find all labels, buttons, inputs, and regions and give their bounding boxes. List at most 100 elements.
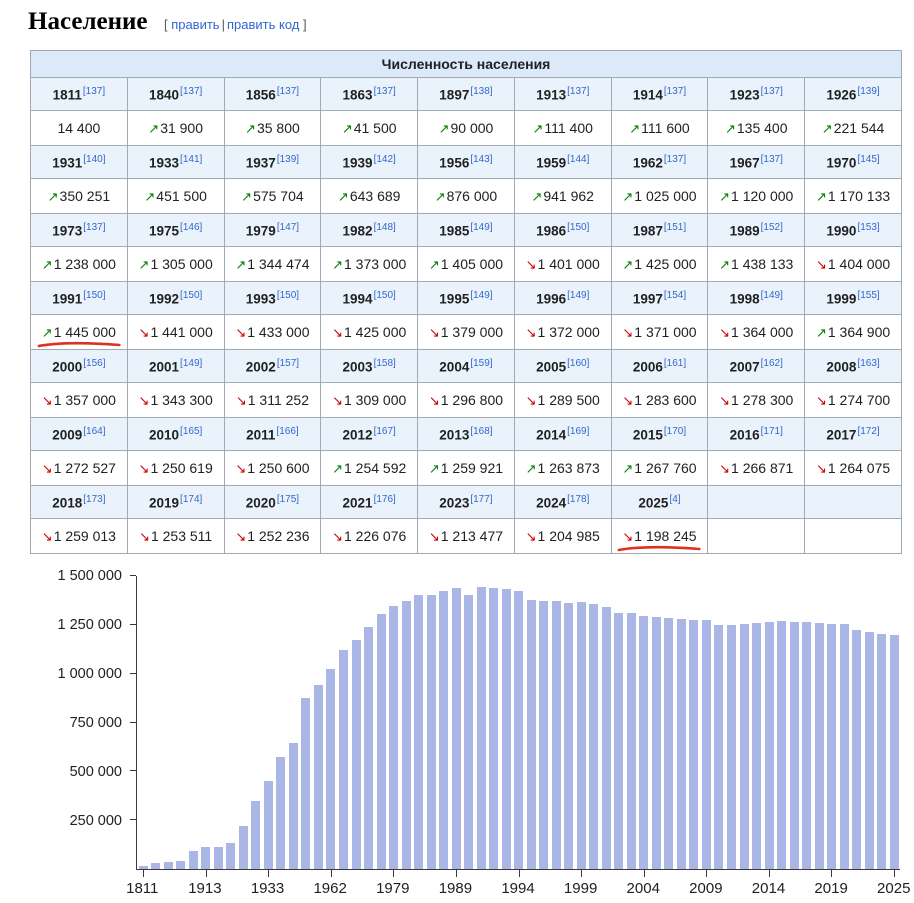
reference-link[interactable]: [156]: [83, 358, 106, 370]
reference-link[interactable]: [151]: [663, 222, 687, 234]
y-axis-label: 1 500 000: [57, 568, 122, 584]
increase-arrow-icon: ↗: [622, 188, 634, 204]
population-value: ↘1 309 000: [332, 391, 407, 408]
edit-link[interactable]: править: [171, 17, 220, 32]
value-cell: ↘1 252 236: [223, 518, 322, 554]
year-label: 1975: [149, 223, 180, 239]
reference-link[interactable]: [149]: [470, 222, 493, 234]
reference-link[interactable]: [137]: [567, 86, 590, 98]
reference-link[interactable]: [166]: [276, 426, 299, 438]
reference-link[interactable]: [138]: [470, 86, 493, 98]
reference-link[interactable]: [155]: [857, 290, 880, 302]
population-value: ↘1 343 300: [138, 391, 213, 408]
year-cell: 2013[168]: [417, 417, 515, 451]
reference-link[interactable]: [137]: [180, 86, 203, 98]
reference-link[interactable]: [173]: [83, 494, 106, 506]
year-cell: 1998[149]: [707, 281, 806, 315]
reference-link[interactable]: [154]: [663, 290, 687, 302]
x-axis-tick: [268, 870, 270, 877]
reference-link[interactable]: [149]: [567, 290, 590, 302]
decrease-arrow-icon: ↘: [138, 324, 150, 340]
bar-slot: [575, 576, 588, 869]
reference-link[interactable]: [149]: [180, 358, 203, 370]
reference-link[interactable]: [139]: [857, 86, 880, 98]
y-axis-label: 1 000 000: [57, 666, 122, 682]
reference-link[interactable]: [157]: [276, 358, 300, 370]
reference-link[interactable]: [137]: [663, 86, 687, 98]
reference-link[interactable]: [153]: [857, 222, 880, 234]
reference-link[interactable]: [137]: [663, 154, 687, 166]
reference-link[interactable]: [145]: [857, 154, 880, 166]
y-axis-tick: [130, 575, 136, 576]
reference-link[interactable]: [150]: [180, 290, 203, 302]
reference-link[interactable]: [150]: [373, 290, 396, 302]
year-row: 2000[156] 2001[149] 2002[157] 2003[158] 2004…: [30, 349, 902, 383]
reference-link[interactable]: [169]: [567, 426, 590, 438]
increase-arrow-icon: ↗: [719, 256, 731, 272]
population-bar-1939: [288, 743, 298, 869]
year-label: 2019: [149, 495, 180, 511]
value-cell: ↗1 344 474: [223, 246, 322, 282]
reference-link[interactable]: [159]: [470, 358, 493, 370]
year-cell: 1897[138]: [417, 77, 515, 111]
reference-link[interactable]: [4]: [669, 494, 681, 506]
reference-link[interactable]: [152]: [760, 222, 783, 234]
table-title: Численность населения: [30, 50, 902, 78]
reference-link[interactable]: [150]: [567, 222, 590, 234]
reference-link[interactable]: [144]: [567, 154, 590, 166]
population-bar-2011: [726, 624, 736, 869]
year-cell: 1979[147]: [223, 213, 322, 247]
reference-link[interactable]: [137]: [83, 222, 106, 234]
population-value: ↘1 289 500: [525, 391, 600, 408]
reference-link[interactable]: [176]: [373, 494, 396, 506]
reference-link[interactable]: [171]: [760, 426, 783, 438]
reference-link[interactable]: [167]: [373, 426, 396, 438]
reference-link[interactable]: [162]: [760, 358, 783, 370]
reference-link[interactable]: [170]: [663, 426, 687, 438]
year-cell: 1923[137]: [707, 77, 806, 111]
decrease-arrow-icon: ↘: [332, 324, 343, 340]
year-label: 1987: [632, 223, 663, 239]
reference-link[interactable]: [137]: [373, 86, 396, 98]
reference-link[interactable]: [158]: [373, 358, 396, 370]
year-label: 1993: [245, 291, 276, 307]
reference-link[interactable]: [142]: [373, 154, 396, 166]
reference-link[interactable]: [148]: [373, 222, 396, 234]
reference-link[interactable]: [175]: [276, 494, 300, 506]
x-axis-label: 2025: [877, 880, 911, 897]
reference-link[interactable]: [178]: [567, 494, 590, 506]
population-value: ↘1 226 076: [332, 527, 407, 544]
reference-link[interactable]: [139]: [276, 154, 300, 166]
reference-link[interactable]: [149]: [470, 290, 493, 302]
x-axis-label: 1999: [563, 880, 598, 897]
reference-link[interactable]: [147]: [276, 222, 300, 234]
reference-link[interactable]: [168]: [470, 426, 493, 438]
reference-link[interactable]: [177]: [470, 494, 493, 506]
reference-link[interactable]: [165]: [180, 426, 203, 438]
reference-link[interactable]: [137]: [760, 86, 783, 98]
reference-link[interactable]: [137]: [276, 86, 300, 98]
population-value: ↘1 259 013: [41, 527, 116, 544]
reference-link[interactable]: [150]: [276, 290, 300, 302]
reference-link[interactable]: [160]: [567, 358, 590, 370]
value-cell: ↗41 500: [320, 110, 419, 146]
reference-link[interactable]: [164]: [83, 426, 106, 438]
reference-link[interactable]: [161]: [663, 358, 687, 370]
reference-link[interactable]: [137]: [760, 154, 783, 166]
reference-link[interactable]: [146]: [180, 222, 203, 234]
reference-link[interactable]: [149]: [760, 290, 783, 302]
reference-link[interactable]: [174]: [180, 494, 203, 506]
edit-code-link[interactable]: править код: [226, 17, 300, 32]
year-label: 1982: [342, 223, 373, 239]
population-bar-2015: [777, 621, 787, 869]
value-cell: ↘1 204 985: [513, 518, 612, 554]
reference-link[interactable]: [140]: [83, 154, 106, 166]
reference-link[interactable]: [143]: [470, 154, 493, 166]
population-bar-2009: [701, 620, 711, 869]
reference-link[interactable]: [172]: [857, 426, 880, 438]
reference-link[interactable]: [137]: [82, 86, 106, 98]
reference-link[interactable]: [163]: [857, 358, 880, 370]
bar-slot: [187, 576, 200, 869]
reference-link[interactable]: [141]: [180, 154, 203, 166]
reference-link[interactable]: [150]: [83, 290, 106, 302]
